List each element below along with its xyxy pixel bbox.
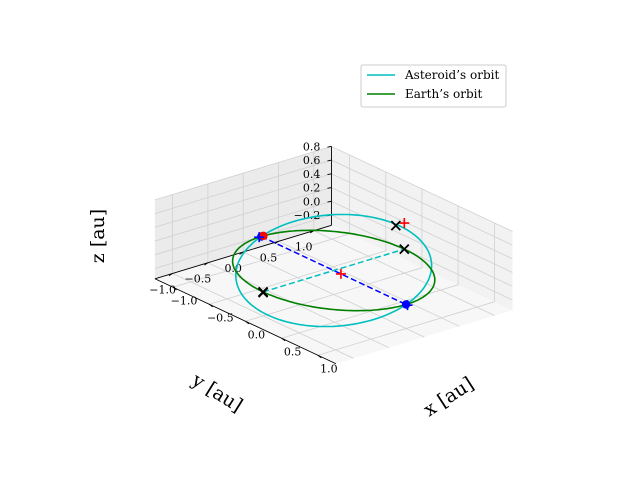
y-tick-mark bbox=[204, 262, 209, 266]
z-tick-mark bbox=[327, 200, 332, 203]
legend-label-asteroid: Asteroid’s orbit bbox=[404, 68, 499, 82]
y-tick-label: 1.0 bbox=[295, 241, 313, 254]
y-tick-label: −1.0 bbox=[149, 283, 176, 296]
circle-marker bbox=[259, 231, 268, 241]
cross-marker bbox=[257, 287, 269, 298]
z-axis-label: z [au] bbox=[87, 209, 109, 263]
legend: Asteroid’s orbit Earth’s orbit bbox=[360, 64, 507, 108]
z-tick-label: 0.4 bbox=[303, 168, 321, 181]
legend-label-earth: Earth’s orbit bbox=[405, 87, 482, 101]
x-axis-label: x [au] bbox=[420, 373, 478, 421]
x-tick-label: −0.5 bbox=[207, 311, 234, 324]
plus-marker bbox=[399, 218, 410, 229]
x-tick-label: 0.0 bbox=[248, 328, 266, 341]
x-tick-label: 1.0 bbox=[320, 362, 338, 375]
x-tick-label: −1.0 bbox=[171, 294, 198, 307]
z-tick-label: 0.6 bbox=[303, 154, 321, 167]
marker-layer bbox=[254, 218, 413, 311]
z-tick-label: −0.2 bbox=[294, 209, 321, 222]
y-axis-line bbox=[154, 224, 332, 280]
cross-marker bbox=[399, 243, 410, 255]
plus-marker bbox=[254, 232, 265, 243]
dashed-connector bbox=[262, 248, 405, 293]
x-tick-mark bbox=[281, 337, 286, 342]
grid-line-x bbox=[209, 171, 387, 305]
x-tick-mark bbox=[245, 320, 250, 325]
z-tick-mark bbox=[327, 187, 332, 189]
z-tick-mark bbox=[327, 159, 332, 162]
y-tick-mark bbox=[239, 251, 244, 255]
y-tick-mark bbox=[274, 240, 279, 245]
z-tick-mark bbox=[327, 145, 332, 148]
plus-marker bbox=[335, 268, 346, 279]
axis-panes bbox=[154, 146, 513, 364]
x-tick-mark bbox=[172, 286, 177, 291]
z-tick-label: 0.8 bbox=[303, 140, 321, 153]
z-tick-mark bbox=[327, 173, 332, 176]
cross-marker bbox=[390, 220, 401, 231]
grid-line-x bbox=[245, 188, 423, 322]
legend-box bbox=[360, 64, 507, 108]
x-tick-mark bbox=[317, 354, 322, 359]
y-tick-mark bbox=[168, 273, 173, 277]
z-tick-label: 0.0 bbox=[303, 195, 321, 208]
y-axis-label: y [au] bbox=[187, 368, 246, 416]
x-tick-label: 0.5 bbox=[284, 345, 302, 358]
x-tick-mark bbox=[208, 303, 214, 308]
y-tick-label: −0.5 bbox=[185, 273, 212, 286]
grid-line-x bbox=[281, 205, 459, 339]
z-tick-label: 0.2 bbox=[303, 182, 321, 195]
y-tick-label: 0.5 bbox=[260, 251, 278, 264]
grid-line-x bbox=[317, 222, 495, 356]
plus-marker bbox=[402, 300, 413, 311]
